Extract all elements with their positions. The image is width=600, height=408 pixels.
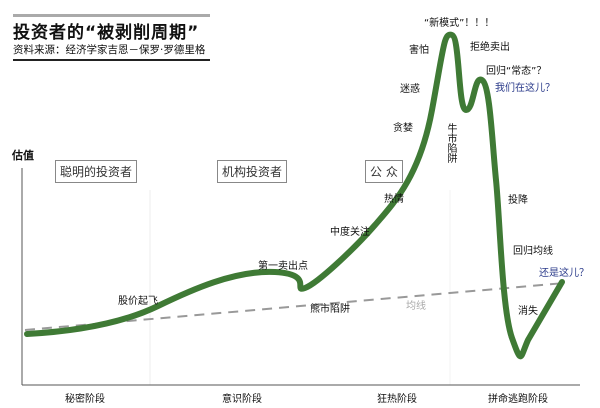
label-bull-trap: 牛市陷阱: [445, 123, 456, 163]
label-capitulation: 投降: [508, 195, 528, 206]
label-delusion: 迷惑: [400, 84, 420, 95]
label-media: 中度关注: [330, 227, 370, 238]
label-or-here: 还是这儿？: [539, 268, 589, 279]
label-mean-line: 均线: [406, 301, 426, 312]
participant-institutional: 机构投资者: [217, 160, 288, 183]
phase-stealth: 秘密阶段: [65, 394, 105, 405]
phase-awareness: 意识阶段: [222, 394, 262, 405]
participant-public: 公 众: [365, 160, 403, 183]
source-note: 资料来源：经济学家吉恩－保罗·罗德里格: [13, 42, 210, 61]
label-first-sell: 第一卖出点: [258, 261, 308, 272]
label-greed: 贪婪: [393, 123, 413, 134]
phase-blowoff: 拼命逃跑阶段: [488, 394, 548, 405]
label-fear: 害怕: [409, 45, 429, 56]
y-axis-label: 估值: [12, 149, 34, 162]
label-denial: 拒绝卖出: [470, 42, 510, 53]
participant-smart: 聪明的投资者: [55, 160, 138, 183]
label-return-mean: 回归均线: [513, 246, 553, 257]
price-curve: [24, 31, 565, 360]
label-despair: 消失: [518, 306, 538, 317]
label-bear-trap: 熊市陷阱: [310, 304, 350, 315]
label-takeoff: 股价起飞: [118, 296, 158, 307]
label-new-paradigm: “新模式”！！！: [424, 18, 495, 29]
label-we-here: 我们在这儿？: [495, 83, 555, 94]
label-normal: 回归“常态”？: [486, 66, 547, 77]
label-enthusiasm: 热情: [384, 194, 404, 205]
page-title: 投资者的“被剥削周期”: [13, 23, 200, 43]
title-rule: [13, 14, 210, 17]
phase-mania: 狂热阶段: [377, 394, 417, 405]
